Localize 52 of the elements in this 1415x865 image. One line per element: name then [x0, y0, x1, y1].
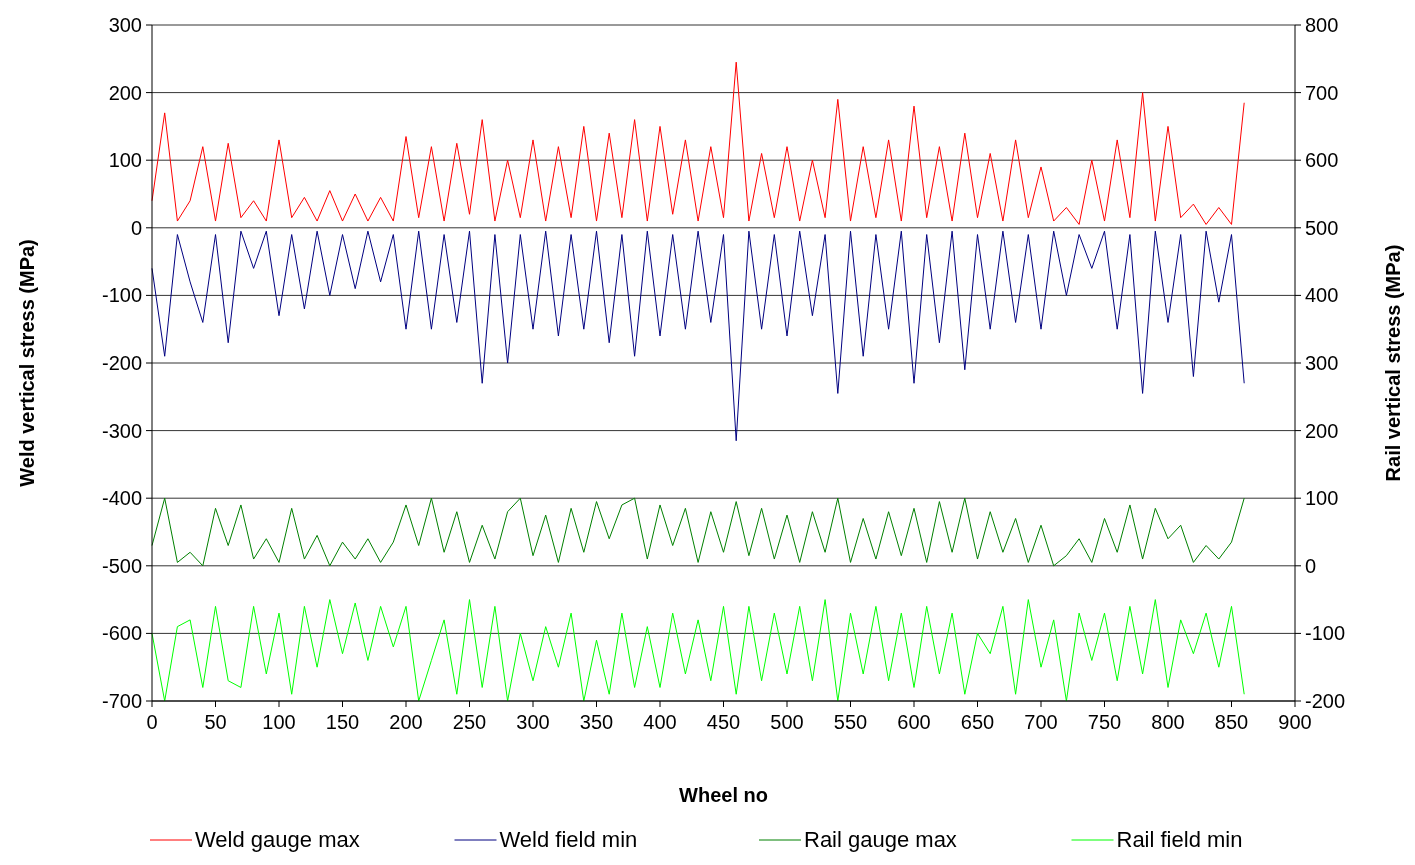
y2-tick-label: 500: [1305, 216, 1339, 239]
line-series: [151, 497, 1245, 567]
y2-tick-label: 300: [1305, 352, 1339, 374]
x-tick-label: 900: [1278, 711, 1312, 733]
y2-tick-label: 800: [1305, 14, 1339, 36]
x-tick-label: 400: [643, 711, 677, 733]
y-tick-label: 0: [130, 216, 142, 239]
y-tick-label: -300: [101, 419, 142, 442]
y2-tick-label: -200: [1305, 690, 1346, 712]
line-series: [151, 230, 1245, 442]
x-tick-label: 250: [452, 711, 487, 733]
y2-tick-label: -100: [1305, 622, 1346, 645]
y-tick-label: -200: [101, 352, 142, 374]
legend-label: Weld field min: [499, 827, 638, 852]
x-tick-label: 800: [1151, 711, 1185, 733]
y-tick-label: 100: [108, 149, 142, 172]
x-tick-label: 700: [1024, 711, 1058, 733]
y-tick-label: -400: [101, 487, 142, 510]
y-tick-label: -600: [101, 622, 142, 645]
x-tick-label: 650: [960, 711, 995, 733]
legend-label: Weld gauge max: [195, 827, 360, 852]
x-tick-label: 450: [706, 711, 741, 733]
x-tick-label: 550: [833, 711, 868, 733]
x-tick-label: 350: [579, 711, 614, 733]
x-tick-label: 300: [516, 711, 550, 733]
y2-tick-label: 100: [1305, 487, 1339, 510]
y-tick-label: 200: [108, 81, 142, 104]
y2-tick-label: 400: [1305, 284, 1339, 307]
x-tick-label: 200: [389, 711, 423, 733]
x-tick-label: 150: [325, 711, 360, 733]
y-tick-label: -500: [101, 554, 142, 577]
y-tick-label: 300: [108, 14, 142, 36]
x-tick-label: 0: [146, 711, 158, 733]
x-tick-label: 100: [262, 711, 296, 733]
line-series: [151, 61, 1245, 225]
y-tick-label: -700: [101, 690, 142, 712]
legend-label: Rail field min: [1116, 827, 1243, 852]
y2-axis-title: Rail vertical stress (MPa): [1382, 244, 1404, 482]
x-tick-label: 600: [897, 711, 931, 733]
x-tick-label: 750: [1087, 711, 1122, 733]
x-tick-label: 850: [1214, 711, 1249, 733]
y-axis-title: Weld vertical stress (MPa): [16, 239, 38, 487]
y2-tick-label: 600: [1305, 149, 1339, 172]
x-axis-title: Wheel no: [679, 784, 768, 806]
line-series: [151, 599, 1245, 702]
legend-label: Rail gauge max: [804, 827, 957, 852]
x-tick-label: 500: [770, 711, 804, 733]
y2-tick-label: 200: [1305, 419, 1339, 442]
x-tick-label: 50: [204, 711, 227, 733]
y2-tick-label: 700: [1305, 81, 1339, 104]
y2-tick-label: 0: [1305, 554, 1317, 577]
y-tick-label: -100: [101, 284, 142, 307]
